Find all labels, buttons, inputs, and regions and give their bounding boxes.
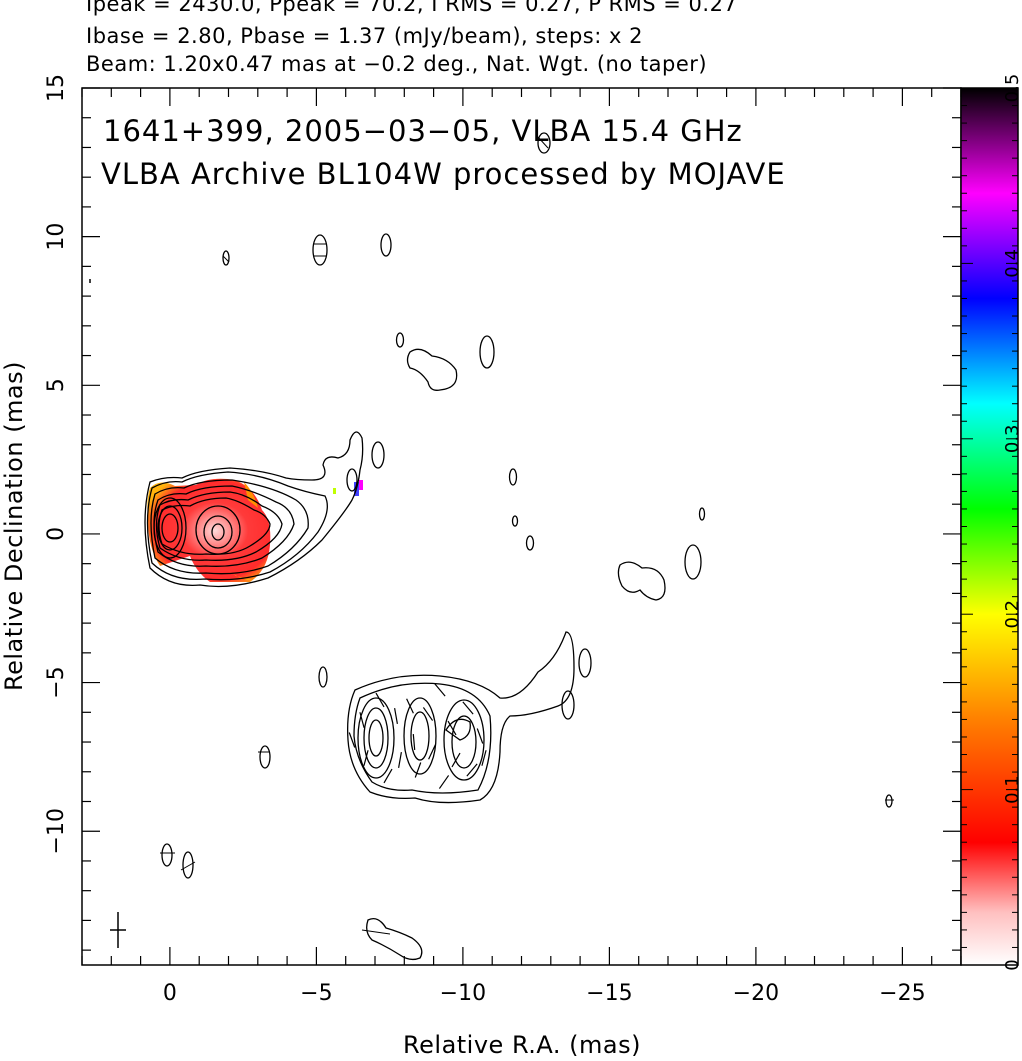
- axis-ticks: 0 −5 −10 −15 −20 −25 15 10 5 0 −5 −10: [44, 74, 962, 1006]
- plot-subtitle: VLBA Archive BL104W processed by MOJAVE: [101, 157, 786, 191]
- evpa-stick: [348, 732, 356, 748]
- evpa-stick: [383, 768, 393, 784]
- y-tick-label: 0: [44, 527, 69, 541]
- colorbar-label: 0.5: [1002, 74, 1022, 103]
- y-tick-label: 15: [44, 74, 69, 102]
- evpa-stick: [476, 728, 484, 744]
- colorbar-label: 0.4: [1002, 249, 1022, 278]
- x-axis-title: Relative R.A. (mas): [403, 1031, 641, 1059]
- x-tick-label: −5: [300, 981, 332, 1006]
- y-tick-label: −10: [44, 808, 69, 854]
- header-base-line: Ibase = 2.80, Pbase = 1.37 (mJy/beam), s…: [86, 24, 643, 48]
- evpa-vectors: [348, 683, 487, 789]
- y-axis-title: Relative Declination (mas): [0, 361, 28, 691]
- colorbar-label: 0.1: [1002, 775, 1022, 804]
- evpa-stick: [466, 763, 478, 777]
- header-intensity-line: Ipeak = 2430.0, Ppeak = 70.2, I RMS = 0.…: [86, 0, 738, 16]
- evpa-stick: [481, 750, 487, 766]
- polarized-intensity-image: [147, 478, 363, 582]
- evpa-stick: [375, 692, 385, 708]
- y-tick-label: 10: [44, 223, 69, 251]
- evpa-stick: [412, 733, 416, 751]
- polarization-contours: [347, 631, 575, 804]
- evpa-stick: [359, 712, 365, 728]
- x-tick-label: −25: [879, 981, 925, 1006]
- colorbar-label: 0.2: [1002, 600, 1022, 629]
- noise-contours: [160, 132, 894, 961]
- evpa-stick: [422, 707, 434, 721]
- evpa-stick: [438, 775, 450, 789]
- evpa-stick: [434, 683, 446, 697]
- evpa-stick: [398, 752, 402, 768]
- x-tick-label: −15: [586, 981, 632, 1006]
- colorbar-label: 0.3: [1002, 424, 1022, 453]
- evpa-stick: [394, 708, 398, 724]
- colorbar: [960, 87, 1019, 966]
- colorbar-ticks: 0 0.1 0.2 0.3 0.4 0.5: [961, 74, 1022, 971]
- x-tick-label: 0: [163, 981, 177, 1006]
- evpa-stick: [406, 698, 414, 714]
- colorbar-label: 0: [1002, 959, 1022, 970]
- beam-marker: [110, 912, 126, 948]
- evpa-stick: [363, 750, 369, 766]
- evpa-stick: [447, 720, 457, 736]
- x-tick-label: −20: [733, 981, 779, 1006]
- evpa-stick: [451, 752, 461, 768]
- x-tick-label: −10: [440, 981, 486, 1006]
- header-beam-line: Beam: 1.20x0.47 mas at −0.2 deg., Nat. W…: [86, 52, 708, 76]
- y-tick-label: −5: [44, 666, 69, 698]
- plot-title: 1641+399, 2005−03−05, VLBA 15.4 GHz: [103, 114, 743, 148]
- evpa-stick: [414, 762, 422, 778]
- evpa-stick: [462, 701, 474, 715]
- evpa-stick: [428, 744, 436, 760]
- stokes-i-contours: [144, 431, 385, 588]
- y-tick-label: 5: [44, 378, 69, 392]
